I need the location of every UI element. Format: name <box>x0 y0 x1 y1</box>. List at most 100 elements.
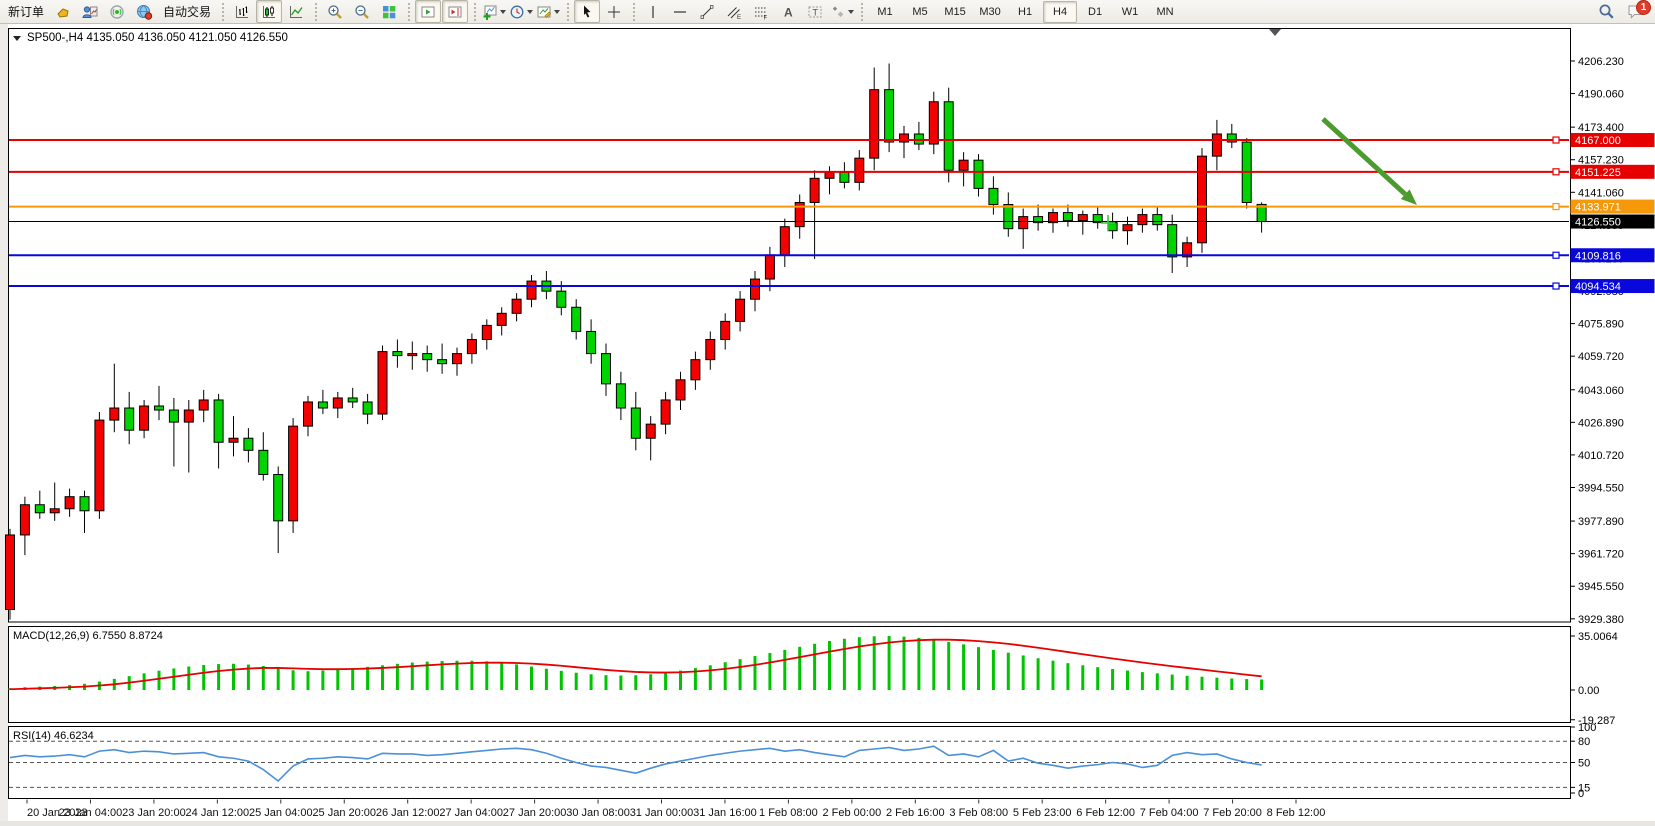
candle-chart-button[interactable] <box>256 0 283 23</box>
toolbar-separator <box>219 2 227 21</box>
trendline-icon <box>700 4 714 19</box>
period-dropdown-caret[interactable] <box>527 9 534 14</box>
level-handle[interactable] <box>1552 282 1560 290</box>
candle <box>154 385 164 421</box>
svg-text:A: A <box>784 5 793 19</box>
candle <box>1241 138 1252 209</box>
zoom-out-button[interactable] <box>349 0 375 23</box>
price-tick-label: 4026.890 <box>1578 417 1624 429</box>
add-chart-dropdown-caret[interactable] <box>500 9 507 14</box>
timeframe-button-h1[interactable]: H1 <box>1018 5 1033 18</box>
horizontal-line-tool-button[interactable] <box>667 0 693 23</box>
price-level-badge <box>1570 199 1655 214</box>
line-chart-button[interactable] <box>283 0 309 23</box>
candle <box>511 293 522 322</box>
chart-menu-triangle-icon[interactable] <box>13 36 21 41</box>
bar-chart-button[interactable] <box>229 0 255 23</box>
timeframe-button-d1[interactable]: D1 <box>1088 5 1103 18</box>
signal-icon <box>110 4 124 19</box>
period-icon <box>510 5 524 18</box>
candle <box>34 490 45 519</box>
chart-shift-marker[interactable] <box>1269 29 1281 36</box>
level-handle[interactable] <box>1552 168 1560 176</box>
cursor-tool-button[interactable] <box>574 0 601 23</box>
vertical-line-tool-button[interactable] <box>640 0 666 23</box>
text-tool-button[interactable]: A <box>775 0 801 23</box>
rsi-axis-label: 0 <box>1578 788 1584 800</box>
template-dropdown-caret[interactable] <box>554 9 561 14</box>
template-icon <box>537 6 552 18</box>
candle <box>884 63 895 153</box>
new-order-button[interactable]: 新订单 <box>8 5 45 19</box>
time-tick-label: 8 Feb 12:00 <box>1267 807 1326 819</box>
period-button[interactable] <box>508 0 534 23</box>
signal-button[interactable] <box>104 0 130 23</box>
toolbar: 新订单 自动交易 <box>0 0 1655 24</box>
timeframe-button-m1[interactable]: M1 <box>877 5 893 18</box>
candle <box>317 389 328 415</box>
timeframe-button-m30[interactable]: M30 <box>979 5 1001 18</box>
auto-scroll-icon <box>421 6 435 17</box>
zoom-in-button[interactable] <box>322 0 348 23</box>
candle <box>49 482 60 521</box>
search-button[interactable] <box>1593 0 1619 23</box>
search-icon <box>1599 4 1614 19</box>
candle <box>332 391 343 419</box>
auto-scroll-button[interactable] <box>415 0 442 23</box>
timeframe-button-h4[interactable]: H4 <box>1043 0 1078 23</box>
candle <box>928 91 939 155</box>
auto-trading-button[interactable] <box>131 0 157 23</box>
shapes-icon <box>832 6 844 17</box>
candle <box>19 496 30 556</box>
candle <box>168 397 179 467</box>
candle <box>362 393 373 425</box>
crosshair-tool-button[interactable] <box>601 0 627 23</box>
trendline-tool-button[interactable] <box>694 0 720 23</box>
notifications-button[interactable]: 1 <box>1623 0 1651 23</box>
candle <box>1062 204 1073 227</box>
template-button[interactable] <box>535 0 561 23</box>
fibonacci-tool-button[interactable]: F <box>748 0 774 23</box>
macd-axis-label: -19.287 <box>1578 715 1615 727</box>
candle <box>675 371 686 411</box>
candle <box>213 393 224 469</box>
candle <box>258 432 269 481</box>
channel-tool-button[interactable]: E <box>721 0 747 23</box>
timeframe-button-mn[interactable]: MN <box>1156 5 1174 18</box>
market-watch-button[interactable] <box>50 0 76 23</box>
plus-marker-icon[interactable] <box>1101 215 1115 231</box>
trend-arrow-line[interactable] <box>1321 117 1407 197</box>
macd-pane <box>8 626 1571 723</box>
chart-shift-button[interactable] <box>442 0 469 23</box>
time-tick-label: 23 Jan 04:00 <box>59 807 123 819</box>
level-handle[interactable] <box>1552 251 1560 259</box>
candle <box>571 299 582 340</box>
price-tick-label: 4206.230 <box>1578 56 1624 68</box>
price-level-badge-label: 4167.000 <box>1575 135 1621 147</box>
timeframe-button-m5[interactable]: M5 <box>912 5 928 18</box>
price-tick-label: 4043.060 <box>1578 385 1624 397</box>
navigator-button[interactable] <box>77 0 103 23</box>
shapes-dropdown-caret[interactable] <box>848 9 855 14</box>
level-handle[interactable] <box>1552 136 1560 144</box>
candle <box>109 363 120 433</box>
level-handle[interactable] <box>1552 202 1560 211</box>
tile-windows-button[interactable] <box>376 0 402 23</box>
time-tick-label: 25 Jan 04:00 <box>249 807 313 819</box>
fibonacci-icon: F <box>755 7 768 20</box>
price-level-badge-label: 4133.971 <box>1575 202 1621 214</box>
label-tool-button[interactable]: T <box>802 0 828 23</box>
auto-trading-label: 自动交易 <box>163 5 212 19</box>
trend-arrow-head[interactable] <box>1400 189 1417 205</box>
time-tick-label: 7 Feb 04:00 <box>1140 807 1199 819</box>
time-tick-label: 2 Feb 00:00 <box>822 807 881 819</box>
candle <box>705 331 716 370</box>
timeframe-button-w1[interactable]: W1 <box>1121 5 1139 18</box>
time-tick-label: 20 Jan 2023 <box>27 807 88 819</box>
shapes-tool-button[interactable] <box>829 0 855 23</box>
add-chart-button[interactable] <box>481 0 507 23</box>
timeframe-button-m15[interactable]: M15 <box>944 5 966 18</box>
tile-windows-icon <box>383 5 396 18</box>
